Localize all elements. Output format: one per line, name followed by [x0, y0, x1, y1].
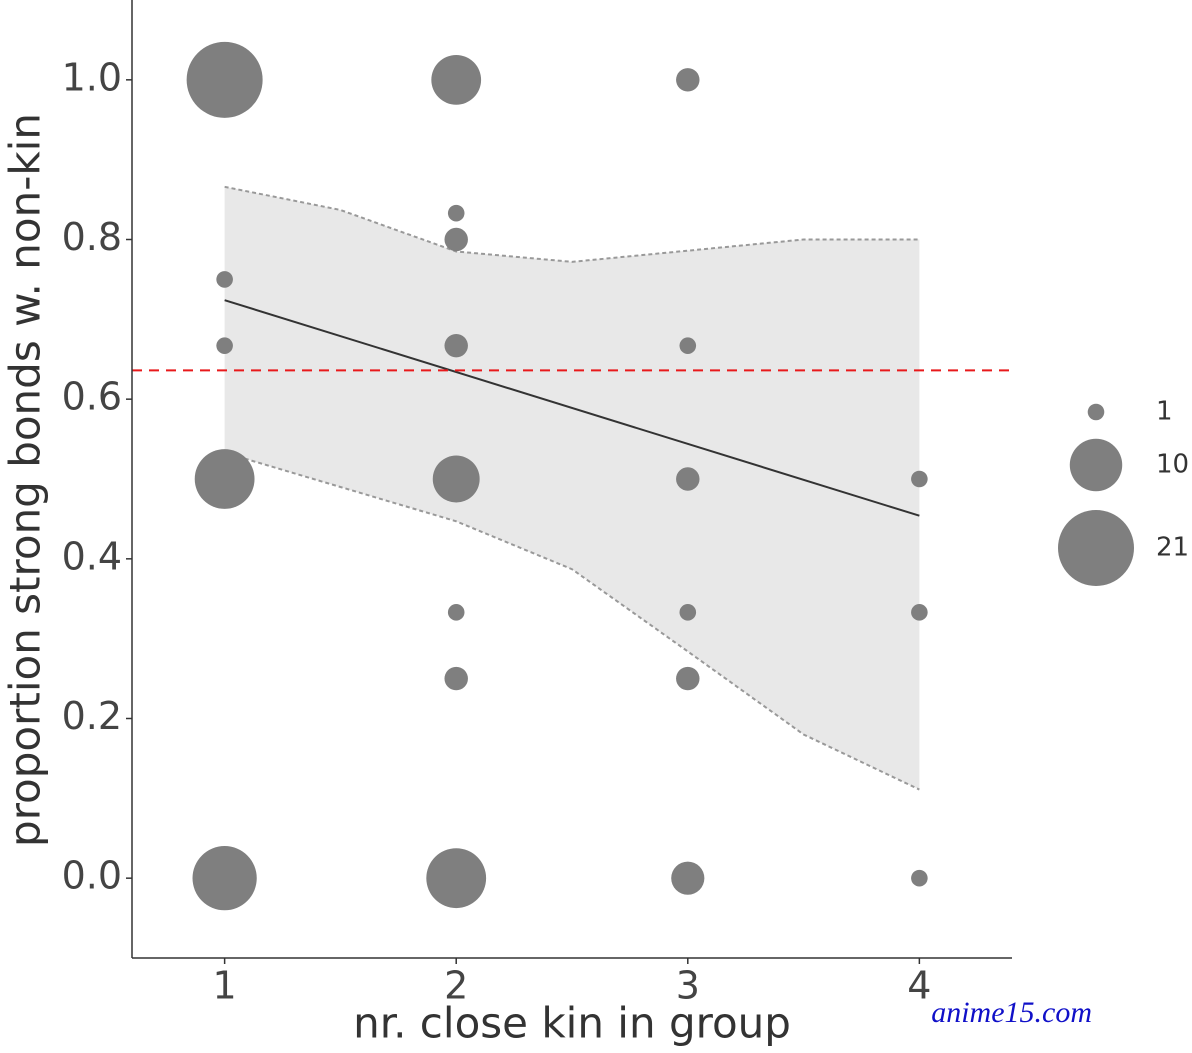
point	[444, 227, 468, 252]
y-tick-label: 0.0	[62, 854, 122, 898]
point	[911, 470, 928, 488]
point	[679, 604, 697, 621]
point	[676, 467, 700, 491]
point	[432, 455, 480, 503]
watermark: anime15.com	[931, 996, 1092, 1029]
y-tick-label: 0.6	[62, 375, 122, 419]
x-tick-label: 3	[676, 964, 700, 1008]
fit-line	[224, 299, 920, 517]
legend-key	[1058, 510, 1134, 586]
point	[192, 846, 257, 911]
point	[447, 204, 465, 222]
x-axis-title: nr. close kin in group	[353, 999, 791, 1048]
legend-label: 10	[1156, 450, 1189, 480]
point	[911, 604, 928, 621]
point	[426, 848, 487, 909]
band-edge	[224, 451, 920, 791]
y-tick-label: 0.4	[62, 534, 122, 578]
confidence-band	[224, 186, 920, 790]
legend-key	[1069, 438, 1123, 492]
point	[447, 604, 465, 621]
x-tick-label: 1	[213, 964, 237, 1008]
point	[671, 861, 705, 895]
legend-key	[1087, 403, 1105, 421]
band-edge	[224, 185, 920, 263]
y-axis-title: proportion strong bonds w. non-kin	[1, 113, 50, 847]
point	[911, 869, 928, 887]
x-tick-label: 2	[444, 964, 468, 1008]
legend-label: 21	[1156, 533, 1189, 563]
point	[676, 68, 700, 92]
point	[679, 337, 697, 354]
point	[216, 271, 233, 288]
legend-label: 1	[1156, 397, 1173, 427]
y-tick-label: 0.2	[62, 694, 122, 738]
point	[216, 337, 233, 354]
point	[194, 449, 255, 509]
point	[431, 54, 482, 105]
point	[676, 666, 700, 691]
point	[186, 41, 263, 118]
x-tick-label: 4	[907, 964, 931, 1008]
point	[444, 333, 468, 358]
y-tick-label: 0.8	[62, 215, 122, 259]
point	[444, 666, 468, 691]
y-tick-label: 1.0	[62, 55, 122, 99]
